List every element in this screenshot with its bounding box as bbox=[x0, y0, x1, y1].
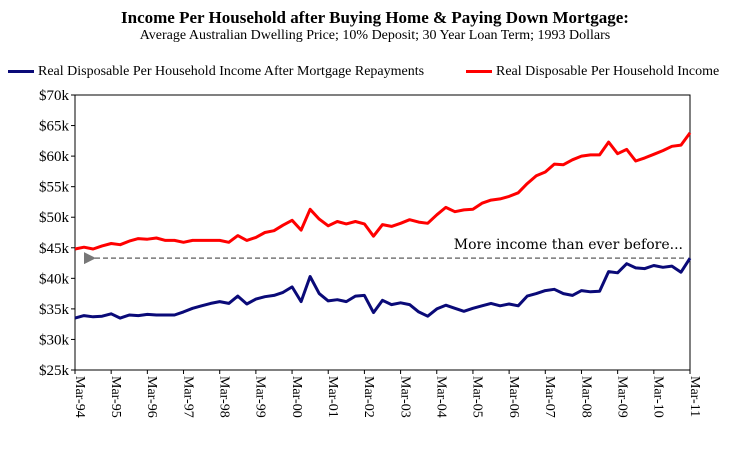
annotation-text: More income than ever before... bbox=[454, 237, 683, 253]
legend-label-disposable: Real Disposable Per Household Income bbox=[496, 64, 720, 79]
legend-label-after-mortgage: Real Disposable Per Household Income Aft… bbox=[38, 64, 425, 79]
chart-title: Income Per Household after Buying Home &… bbox=[121, 8, 629, 27]
y-tick-label: $50k bbox=[39, 210, 70, 226]
y-tick-label: $70k bbox=[39, 88, 70, 104]
y-tick-label: $45k bbox=[39, 241, 70, 257]
chart-legend: Real Disposable Per Household Income Aft… bbox=[0, 64, 750, 84]
annotation: More income than ever before... bbox=[84, 237, 684, 265]
x-tick-label: Mar-01 bbox=[325, 376, 340, 418]
x-tick-label: Mar-94 bbox=[72, 376, 87, 418]
x-tick-label: Mar-08 bbox=[578, 376, 593, 418]
legend-item-disposable: Real Disposable Per Household Income bbox=[466, 64, 719, 80]
chart-axes bbox=[74, 94, 691, 371]
y-tick-label: $30k bbox=[39, 332, 70, 348]
y-tick-label: $55k bbox=[39, 180, 70, 196]
x-tick-label: Mar-97 bbox=[180, 376, 195, 418]
series-line-after-mortgage bbox=[74, 257, 692, 320]
y-tick-label: $35k bbox=[39, 302, 70, 318]
x-tick-label: Mar-04 bbox=[434, 376, 449, 418]
y-tick-label: $25k bbox=[39, 363, 70, 379]
x-tick-label: Mar-11 bbox=[687, 376, 702, 417]
legend-swatch-red bbox=[466, 70, 492, 74]
x-axis-ticks: Mar-94 Mar-95 Mar-96 Mar-97 Mar-98 Mar-99 Mar-… bbox=[72, 370, 702, 418]
x-tick-label: Mar-99 bbox=[253, 376, 268, 418]
x-tick-label: Mar-03 bbox=[397, 376, 412, 418]
y-tick-label: $65k bbox=[39, 119, 70, 135]
x-tick-label: Mar-07 bbox=[542, 376, 557, 418]
legend-item-after-mortgage: Real Disposable Per Household Income Aft… bbox=[8, 64, 424, 80]
x-tick-label: Mar-95 bbox=[108, 376, 123, 418]
y-tick-label: $60k bbox=[39, 149, 70, 165]
x-tick-label: Mar-10 bbox=[651, 376, 666, 418]
x-tick-label: Mar-02 bbox=[361, 376, 376, 418]
chart-subtitle: Average Australian Dwelling Price; 10% D… bbox=[139, 28, 611, 43]
x-tick-label: Mar-06 bbox=[506, 376, 521, 418]
legend-swatch-blue bbox=[8, 70, 34, 74]
plot-frame bbox=[74, 94, 691, 371]
x-tick-label: Mar-05 bbox=[470, 376, 485, 418]
x-tick-label: Mar-96 bbox=[144, 376, 159, 418]
x-tick-label: Mar-98 bbox=[216, 376, 231, 418]
series-lines bbox=[74, 132, 692, 320]
series-line-disposable bbox=[74, 132, 692, 251]
y-axis-ticks: $25k $30k $35k $40k $45k $50k $55k $60k $65k $70k bbox=[39, 88, 75, 379]
y-tick-label: $40k bbox=[39, 271, 70, 287]
x-tick-label: Mar-00 bbox=[289, 376, 304, 418]
x-tick-label: Mar-09 bbox=[614, 376, 629, 418]
